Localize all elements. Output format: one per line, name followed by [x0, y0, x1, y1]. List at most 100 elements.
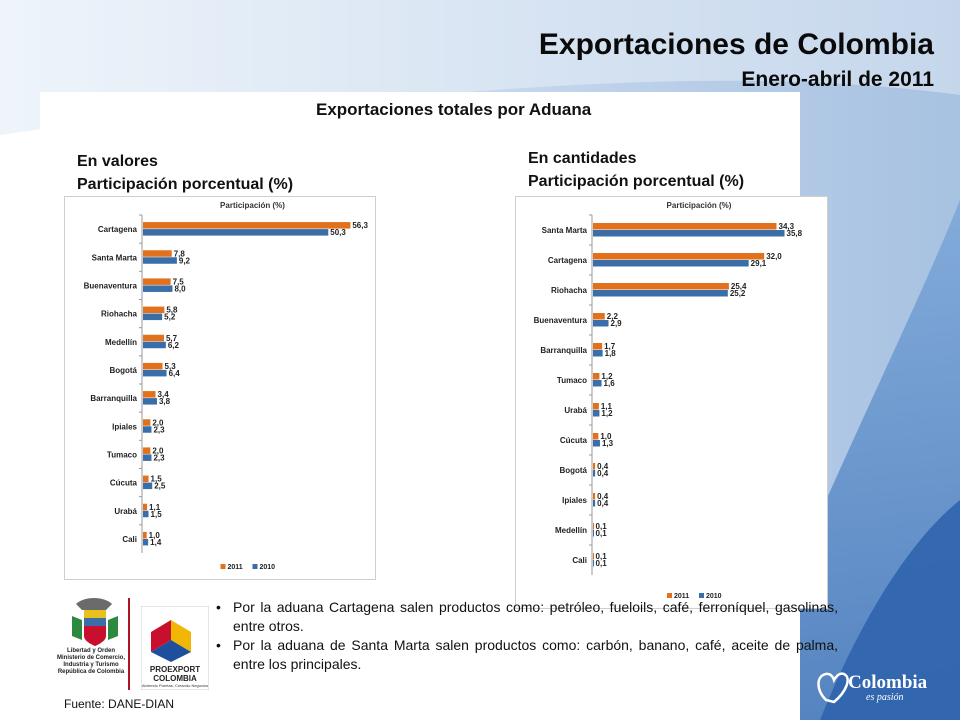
data-label: 7,5: [173, 277, 185, 286]
bar-2010: [143, 482, 153, 490]
category-label: Santa Marta: [542, 226, 588, 235]
data-label: 56,3: [352, 221, 368, 230]
bar-2010: [593, 260, 749, 267]
bar-2011: [593, 253, 765, 260]
category-label: Cali: [122, 535, 137, 544]
bar-2010: [593, 320, 609, 327]
category-label: Ipiales: [562, 496, 587, 505]
category-label: Medellín: [555, 526, 587, 535]
caption-line: República de Colombia: [57, 669, 125, 675]
legend-label: 2011: [228, 564, 243, 571]
data-label: 1,1: [601, 402, 613, 411]
caption-line: Libertad y Orden: [66, 648, 115, 654]
category-label: Urabá: [564, 406, 587, 415]
category-label: Cartagena: [98, 225, 138, 234]
bar-2011: [593, 553, 594, 560]
coat-of-arms-icon: [72, 598, 118, 646]
data-label: 2,5: [154, 482, 166, 491]
data-label: 3,8: [159, 397, 171, 406]
bar-2011: [143, 362, 163, 370]
proexport-name: PROEXPORT COLOMBIA: [141, 665, 209, 683]
data-label: 6,2: [168, 341, 180, 350]
legend-label: 2011: [674, 593, 689, 600]
bar-2010: [143, 454, 152, 461]
category-label: Santa Marta: [92, 253, 138, 262]
data-label: 9,2: [179, 256, 191, 265]
bar-2011: [143, 391, 156, 398]
left-section-title: En valores Participación porcentual (%): [77, 150, 293, 196]
data-label: 8,0: [174, 284, 186, 293]
category-label: Medellín: [105, 338, 137, 347]
right-section-line2: Participación porcentual (%): [528, 173, 745, 190]
category-label: Tumaco: [557, 376, 587, 385]
data-label: 2,3: [153, 425, 165, 434]
category-label: Cúcuta: [110, 479, 138, 488]
category-label: Barranquilla: [90, 394, 137, 403]
chart-title: Participación (%): [220, 201, 285, 210]
data-label: 1,2: [601, 409, 613, 418]
bar-2011: [143, 250, 172, 257]
bar-2010: [593, 410, 600, 417]
category-label: Cartagena: [548, 256, 588, 265]
data-label: 0,1: [596, 552, 608, 561]
data-label: 25,2: [730, 289, 746, 298]
bar-2010: [143, 229, 329, 236]
bar-2011: [593, 403, 599, 410]
page-subtitle: Enero-abril de 2011: [741, 68, 934, 91]
data-label: 7,8: [174, 249, 186, 258]
bar-2011: [593, 373, 600, 380]
bar-2010: [143, 341, 166, 349]
bar-2011: [593, 313, 605, 320]
data-label: 2,2: [607, 312, 619, 321]
legend-swatch: [667, 593, 672, 598]
data-label: 2,3: [153, 453, 165, 462]
chart-quantities-svg: Participación (%) Santa Marta 34,335,8 Cart…: [534, 201, 803, 600]
data-label: 1,0: [149, 531, 161, 540]
bar-2011: [593, 433, 599, 440]
data-label: 5,3: [165, 362, 177, 371]
data-label: 0,1: [596, 522, 608, 531]
category-label: Cúcuta: [560, 436, 588, 445]
legend-label: 2010: [260, 564, 276, 571]
bar-2010: [143, 398, 157, 405]
chart-values-svg: Participación (%) Cartagena 56,3 50,3 Santa …: [84, 201, 369, 571]
data-label: 5,2: [164, 313, 176, 322]
data-label: 2,0: [152, 418, 164, 427]
category-label: Riohacha: [551, 286, 588, 295]
bar-2010: [143, 313, 163, 321]
left-section-line1: En valores: [77, 153, 158, 170]
bar-2011: [143, 334, 164, 342]
data-label: 0,4: [597, 499, 609, 508]
bar-2011: [593, 283, 729, 290]
data-label: 1,4: [150, 538, 162, 547]
bullet-list: Por la aduana Cartagena salen productos …: [216, 598, 838, 674]
data-label: 1,6: [604, 379, 616, 388]
data-label: 2,0: [152, 446, 164, 455]
data-label: 1,5: [151, 475, 163, 484]
data-label: 29,1: [751, 259, 767, 268]
bar-2010: [143, 538, 149, 546]
category-label: Bogotá: [109, 366, 137, 375]
left-section-line2: Participación porcentual (%): [77, 176, 294, 193]
bar-2010: [593, 350, 603, 357]
data-label: 1,2: [601, 372, 613, 381]
legend-label: 2010: [706, 593, 722, 600]
proexport-line: PROEXPORT: [149, 665, 201, 674]
bar-2010: [593, 380, 602, 387]
bar-2011: [143, 306, 165, 314]
bar-2011: [143, 447, 151, 454]
category-label: Cali: [572, 556, 587, 565]
data-label: 0,4: [597, 462, 609, 471]
bar-2011: [143, 531, 147, 539]
bar-2011: [593, 223, 777, 230]
right-section-title: En cantidades Participación porcentual (…: [528, 147, 744, 193]
bar-2010: [593, 470, 596, 477]
proexport-line: COLOMBIA: [153, 674, 197, 683]
data-label: 1,8: [605, 349, 617, 358]
chart-title: Participación (%): [667, 201, 732, 210]
data-label: 0,4: [597, 469, 609, 478]
category-label: Bogotá: [559, 466, 587, 475]
colombia-brand-text: Colombia: [848, 672, 928, 693]
bar-2011: [593, 463, 596, 470]
bar-2010: [593, 230, 785, 237]
